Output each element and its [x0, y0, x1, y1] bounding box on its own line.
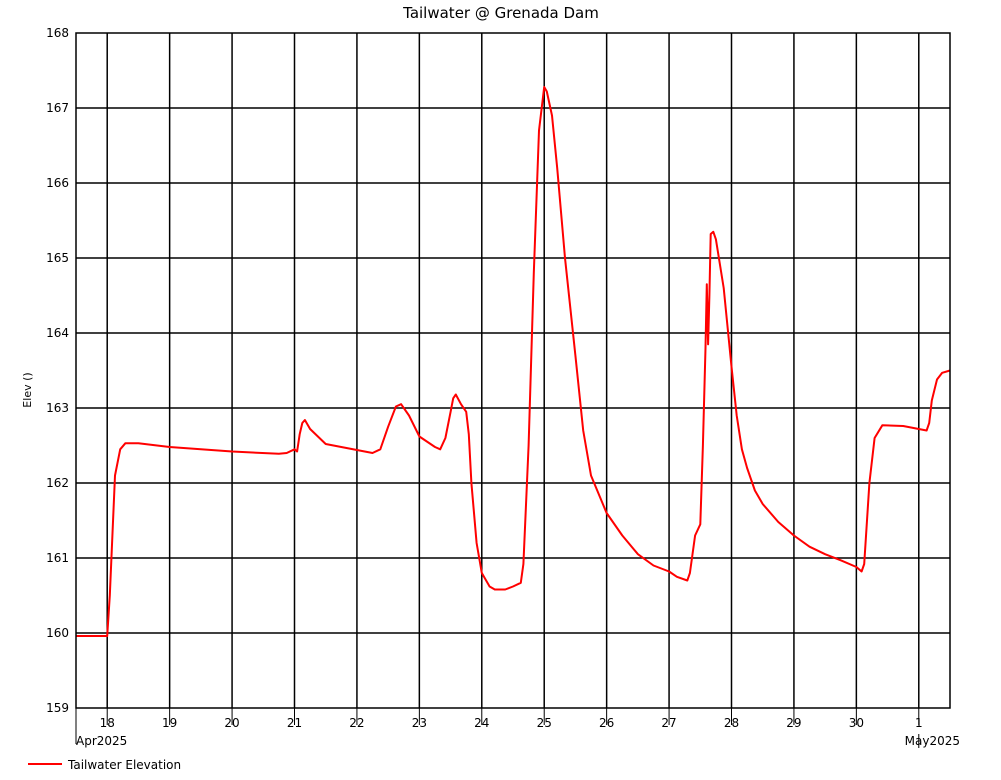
x-tick-label-28: 28	[724, 716, 739, 730]
chart-title: Tailwater @ Grenada Dam	[402, 4, 599, 22]
y-tick-label-159: 159	[46, 701, 69, 715]
x-axis-ticks: 18 19 20 21 22 23 24 25 26 27 28 29 30 1 Apr2025 May202…	[75, 708, 960, 748]
x-tick-label-26: 26	[599, 716, 614, 730]
x-tick-label-25: 25	[537, 716, 552, 730]
y-tick-label-165: 165	[46, 251, 69, 265]
month-label-may: May2025	[905, 734, 960, 748]
x-tick-label-30: 30	[849, 716, 864, 730]
month-label-apr: Apr2025	[76, 734, 127, 748]
x-tick-label-20: 20	[224, 716, 239, 730]
y-tick-label-164: 164	[46, 326, 69, 340]
x-tick-label-22: 22	[349, 716, 364, 730]
x-tick-label-1: 1	[915, 716, 923, 730]
x-tick-label-27: 27	[661, 716, 676, 730]
legend-label-tailwater: Tailwater Elevation	[67, 758, 181, 772]
x-tick-label-23: 23	[412, 716, 427, 730]
x-tick-label-19: 19	[162, 716, 177, 730]
grid-lines	[76, 33, 950, 708]
y-axis-label: Elev ()	[21, 372, 34, 407]
y-tick-label-163: 163	[46, 401, 69, 415]
legend: Tailwater Elevation	[28, 758, 181, 772]
y-tick-label-162: 162	[46, 476, 69, 490]
x-tick-label-29: 29	[786, 716, 801, 730]
y-tick-label-166: 166	[46, 176, 69, 190]
y-tick-label-161: 161	[46, 551, 69, 565]
series-line-0	[76, 86, 951, 637]
y-tick-label-167: 167	[46, 101, 69, 115]
y-axis-ticks: 159 160 161 162 163 164 165 166 167 168	[46, 26, 69, 715]
y-tick-label-160: 160	[46, 626, 69, 640]
plot-frame	[75, 32, 951, 709]
x-tick-label-24: 24	[474, 716, 489, 730]
y-tick-label-168: 168	[46, 26, 69, 40]
x-tick-label-18: 18	[100, 716, 115, 730]
series-layer	[76, 86, 951, 637]
x-tick-label-21: 21	[287, 716, 302, 730]
